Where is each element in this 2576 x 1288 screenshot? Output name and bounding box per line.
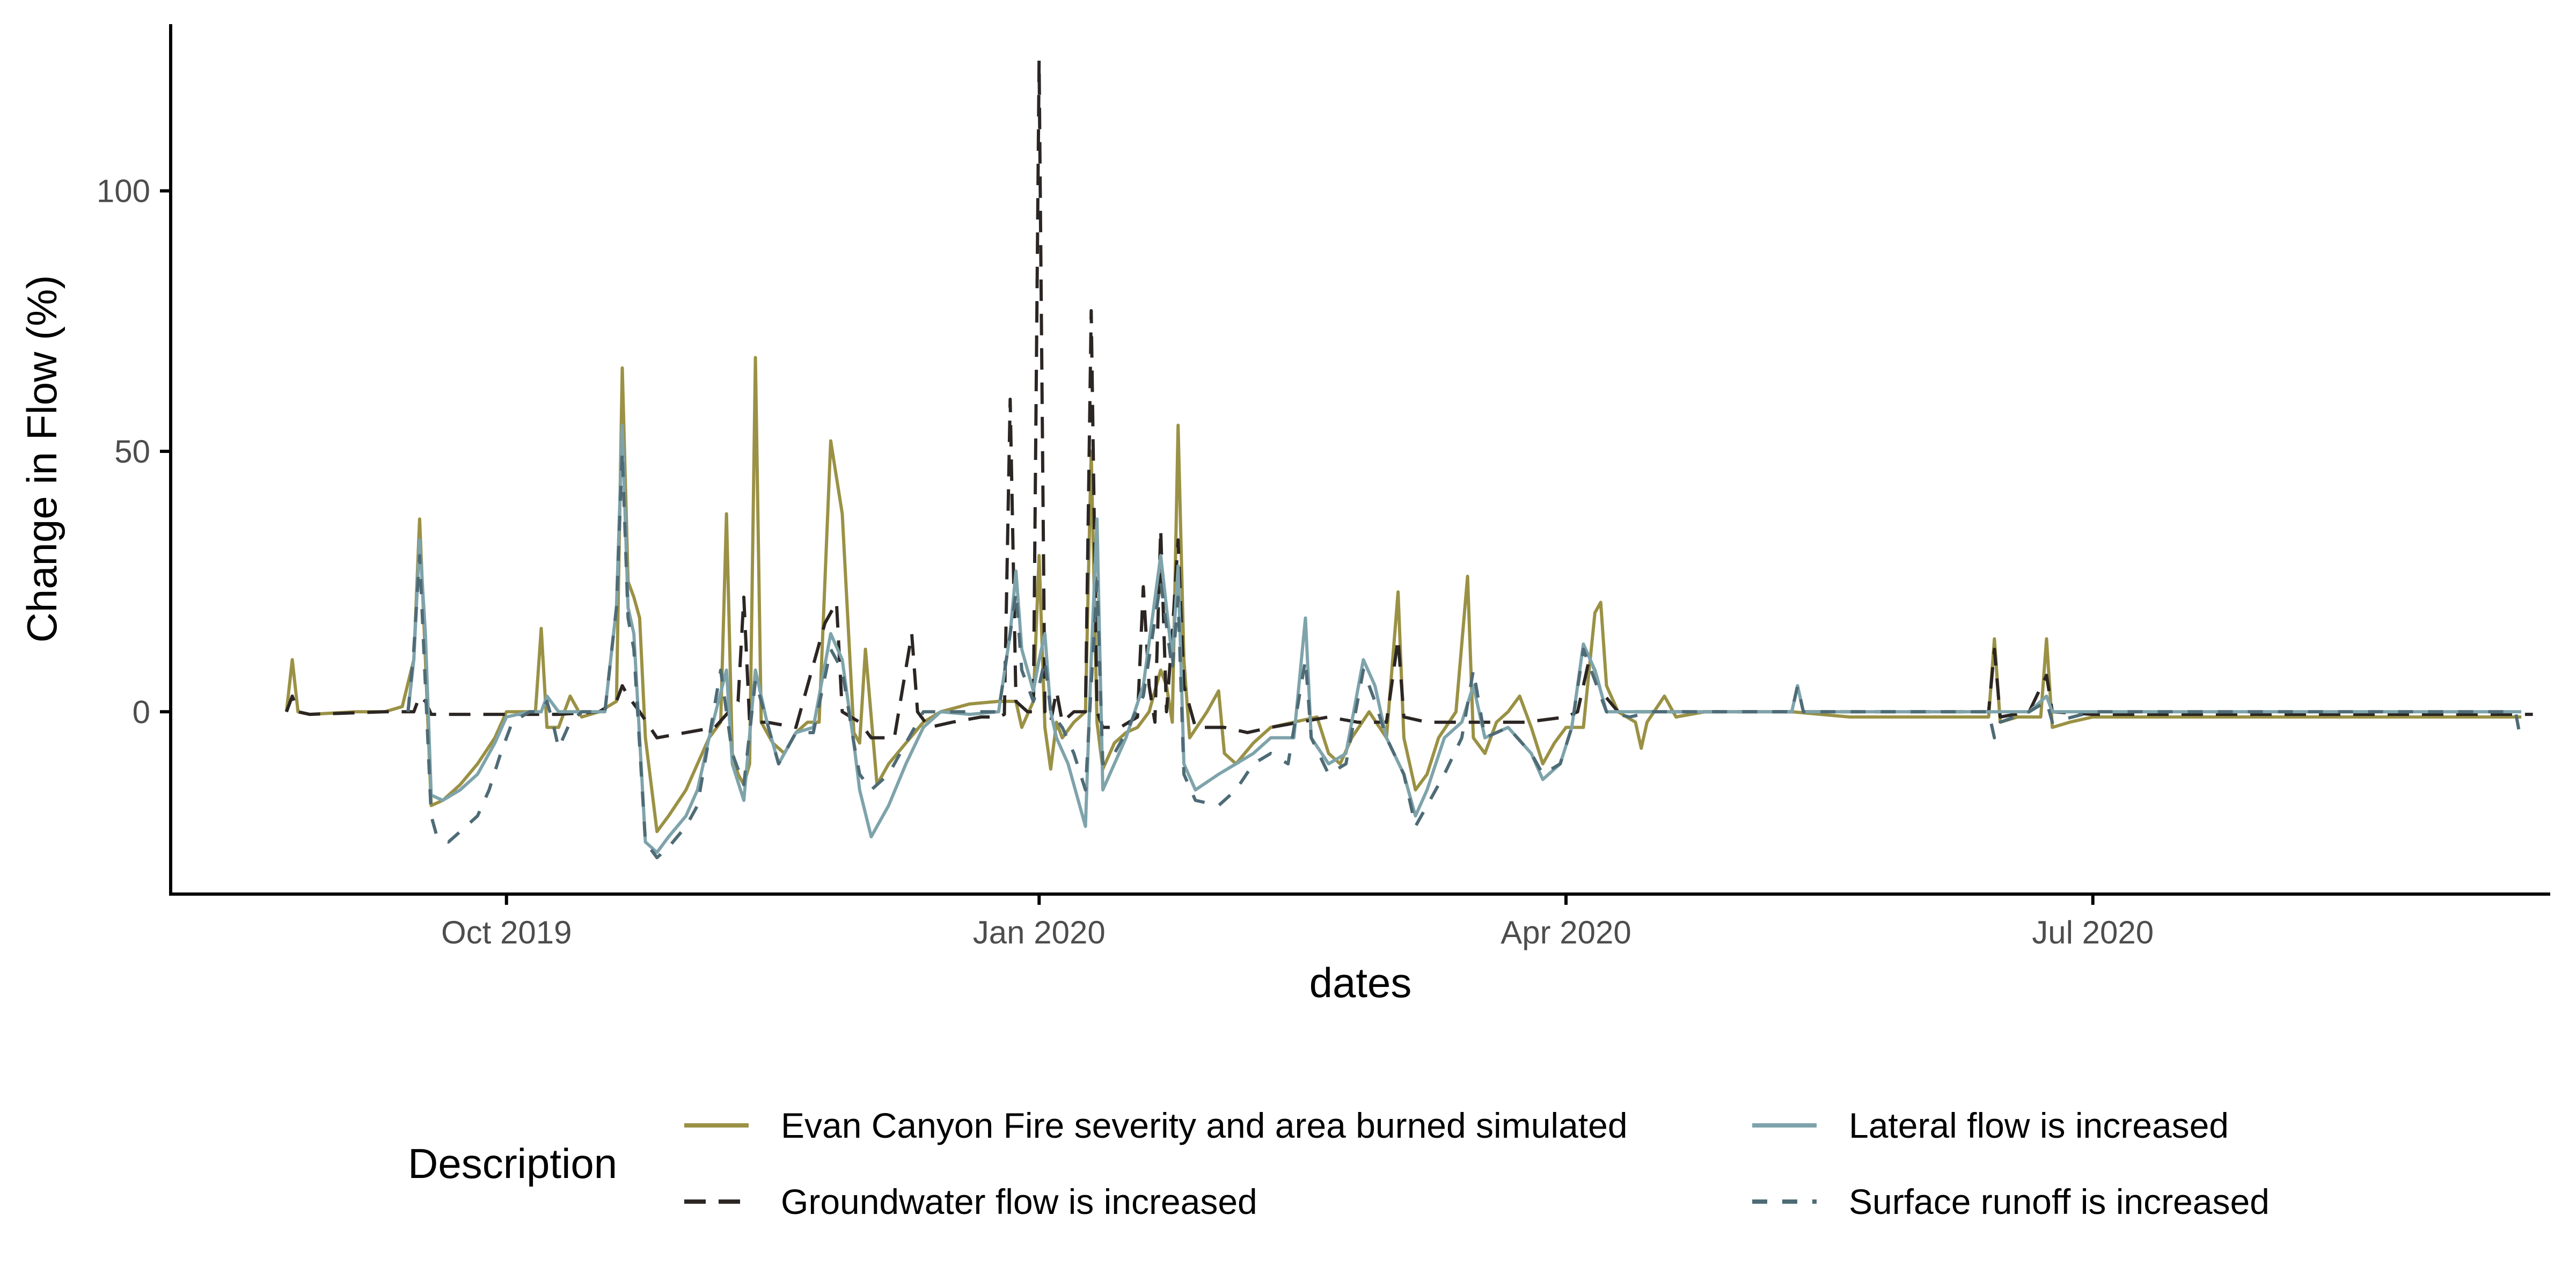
y-axis-title: Change in Flow (%) xyxy=(18,275,65,643)
y-tick-label: 100 xyxy=(97,173,150,209)
x-tick-label: Apr 2020 xyxy=(1501,914,1631,950)
legend-label: Lateral flow is increased xyxy=(1849,1106,2229,1145)
x-axis-ticks: Oct 2019 Jan 2020 Apr 2020 Jul 2020 xyxy=(441,894,2154,950)
y-tick-label: 50 xyxy=(114,434,150,470)
x-tick-label: Jan 2020 xyxy=(973,914,1106,950)
legend-label: Evan Canyon Fire severity and area burne… xyxy=(781,1106,1628,1145)
legend: Description Evan Canyon Fire severity an… xyxy=(408,1106,2270,1221)
x-tick-label: Oct 2019 xyxy=(441,914,572,950)
legend-title: Description xyxy=(408,1140,617,1187)
series-layer xyxy=(284,58,2533,860)
series-line-surface-runoff-is-increased xyxy=(406,449,2523,860)
y-axis-ticks: 0 50 100 xyxy=(97,173,171,730)
legend-item: Groundwater flow is increased xyxy=(684,1182,1257,1221)
legend-item: Surface runoff is increased xyxy=(1752,1182,2270,1221)
legend-item: Lateral flow is increased xyxy=(1752,1106,2229,1145)
series-line-lateral-flow-is-increased xyxy=(406,423,2522,854)
x-tick-label: Jul 2020 xyxy=(2032,914,2154,950)
x-axis-title: dates xyxy=(1309,959,1412,1006)
legend-label: Surface runoff is increased xyxy=(1849,1182,2270,1221)
legend-label: Groundwater flow is increased xyxy=(781,1182,1257,1221)
y-tick-label: 0 xyxy=(133,694,150,730)
legend-item: Evan Canyon Fire severity and area burne… xyxy=(684,1106,1628,1145)
